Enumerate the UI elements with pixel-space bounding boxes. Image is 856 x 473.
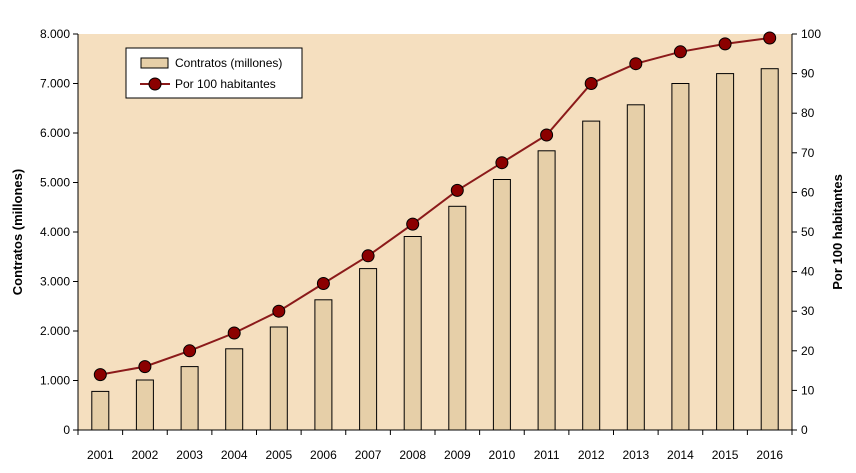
x-tick-label: 2003 [176, 448, 203, 462]
bar-2015 [716, 73, 735, 431]
point-2011 [540, 128, 554, 142]
y-right-tick-label: 50 [801, 225, 815, 239]
line-series [93, 31, 777, 382]
legend-bar-label: Contratos (millones) [175, 56, 282, 70]
y-left-tick-label: 4.000 [40, 225, 70, 239]
y-right-tick-label: 60 [801, 185, 815, 199]
x-tick-label: 2001 [87, 448, 114, 462]
point-2009 [450, 183, 464, 197]
x-tick-label: 2008 [399, 448, 426, 462]
bar-2013 [626, 104, 645, 431]
bar-2016 [760, 68, 779, 431]
y-left-tick-label: 5.000 [40, 176, 70, 190]
y-left-tick-label: 1.000 [40, 374, 70, 388]
point-2004 [227, 326, 241, 340]
legend-line-label: Por 100 habitantes [175, 77, 276, 91]
point-2013 [629, 57, 643, 71]
point-2012 [584, 77, 598, 90]
legend-bar-swatch [140, 57, 169, 69]
y-right-tick-label: 30 [801, 304, 815, 318]
bar-2012 [582, 120, 601, 431]
y-right-tick-label: 40 [801, 265, 815, 279]
bar-2008 [403, 236, 422, 431]
series-line [100, 37, 770, 376]
bar-2011 [537, 150, 556, 431]
y-axis-left-title: Contratos (millones) [10, 169, 25, 295]
y-left-tick-label: 6.000 [40, 126, 70, 140]
bar-2005 [269, 326, 288, 431]
bar-2002 [135, 379, 154, 431]
y-left-tick-label: 8.000 [40, 27, 70, 41]
x-tick-label: 2014 [667, 448, 694, 462]
point-2002 [138, 360, 152, 374]
bar-2009 [448, 205, 467, 431]
legend: Contratos (millones) Por 100 habitantes [125, 47, 303, 99]
x-tick-label: 2010 [489, 448, 516, 462]
x-tick-label: 2007 [355, 448, 382, 462]
y-axis-right-title: Por 100 habitantes [830, 174, 845, 290]
point-2003 [183, 344, 197, 358]
x-tick-label: 2005 [265, 448, 292, 462]
y-right-tick-label: 90 [801, 67, 815, 81]
x-tick-label: 2002 [132, 448, 159, 462]
y-left-tick-label: 2.000 [40, 324, 70, 338]
bar-2014 [671, 83, 690, 431]
point-2005 [272, 304, 286, 318]
y-axis-left: 0 1.000 2.000 3.000 4.000 5.000 6.000 7.000 8.00… [40, 27, 78, 437]
y-right-tick-label: 100 [801, 27, 821, 41]
point-2006 [316, 277, 330, 290]
x-tick-label: 2016 [756, 448, 783, 462]
bar-2003 [180, 366, 199, 431]
y-right-tick-label: 20 [801, 344, 815, 358]
point-2014 [673, 45, 687, 59]
x-tick-label: 2006 [310, 448, 337, 462]
bar-2001 [91, 390, 110, 431]
bar-2007 [359, 268, 378, 431]
bar-2004 [225, 348, 244, 431]
y-right-tick-label: 70 [801, 146, 815, 160]
y-axis-right: 0 10 20 30 40 50 60 70 80 90 100 [792, 27, 821, 437]
legend-marker-swatch [148, 77, 162, 91]
point-2015 [718, 37, 732, 51]
x-tick-label: 2015 [712, 448, 739, 462]
bar-2010 [492, 179, 511, 431]
point-2010 [495, 156, 509, 170]
x-tick-label: 2013 [622, 448, 649, 462]
x-tick-label: 2004 [221, 448, 248, 462]
y-right-tick-label: 80 [801, 106, 815, 120]
point-2007 [361, 249, 375, 263]
y-right-tick-label: 10 [801, 383, 815, 397]
x-axis: 2001 2002 2003 2004 2005 2006 2007 2008 2009 2010… [77, 430, 793, 462]
y-left-tick-label: 7.000 [40, 77, 70, 91]
x-tick-label: 2012 [578, 448, 605, 462]
bar-2006 [314, 299, 333, 431]
x-tick-label: 2009 [444, 448, 471, 462]
y-left-tick-label: 0 [63, 423, 70, 437]
point-2001 [93, 368, 107, 382]
point-2016 [763, 31, 777, 45]
y-right-tick-label: 0 [801, 423, 808, 437]
y-left-tick-label: 3.000 [40, 275, 70, 289]
point-2008 [406, 217, 420, 231]
x-tick-label: 2011 [534, 448, 560, 462]
